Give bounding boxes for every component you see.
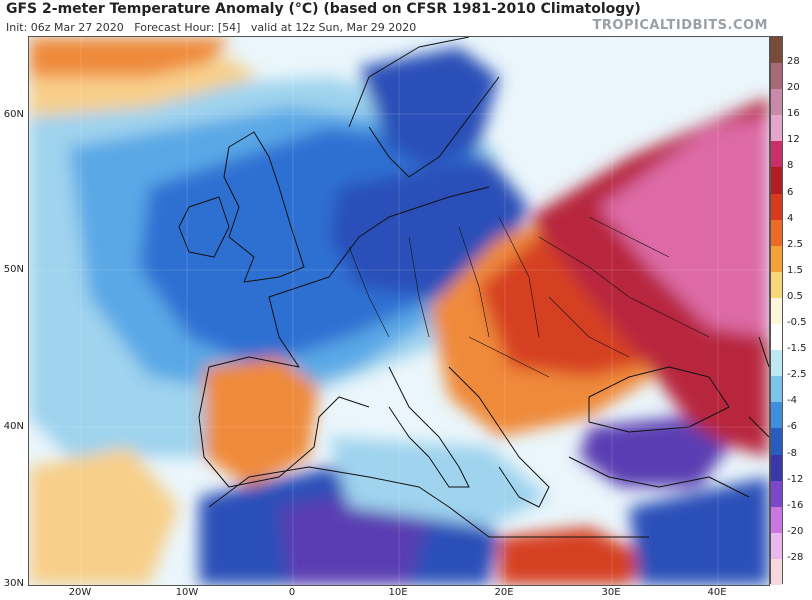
colorbar-label: 6	[787, 186, 794, 198]
coastline-turkey	[568, 456, 750, 498]
lon-tick-0: 0	[288, 587, 296, 598]
anomaly-warm-region-iberia	[204, 357, 319, 487]
colorbar-label: -20	[787, 525, 804, 537]
lat-tick-30n: 30N	[3, 578, 24, 589]
colorbar-segment	[771, 193, 782, 220]
colorbar-segment	[771, 245, 782, 272]
colorbar-label: -4	[787, 395, 797, 407]
coastline-ireland	[178, 196, 230, 258]
lon-tick-20e: 20E	[494, 587, 514, 598]
source-brand: TROPICALTIDBITS.COM	[592, 18, 768, 33]
colorbar-label: 0.5	[787, 290, 803, 302]
colorbar-label: -1.5	[787, 343, 807, 355]
colorbar-segment	[771, 480, 782, 507]
colorbar-segment	[771, 532, 782, 559]
colorbar-segment	[771, 219, 782, 246]
colorbar-segment	[771, 167, 782, 194]
colorbar-label: 16	[787, 108, 800, 120]
anomaly-cold-region-turkey	[579, 417, 729, 487]
coastline-iberia	[198, 296, 370, 488]
colorbar-segment	[771, 37, 782, 64]
anomaly-cold-region-scandinavia	[359, 47, 499, 167]
lat-tick-50n: 50N	[3, 264, 24, 275]
lat-tick-60n: 60N	[3, 109, 24, 120]
colorbar-label: 28	[787, 56, 800, 68]
colorbar	[770, 36, 783, 585]
colorbar-label: -16	[787, 499, 804, 511]
colorbar-segment	[771, 376, 782, 403]
coastline-balkans	[448, 366, 550, 508]
colorbar-segment	[771, 297, 782, 325]
colorbar-segment	[771, 454, 782, 481]
anomaly-warm-region-libya	[499, 527, 649, 585]
colorbar-segment	[771, 428, 782, 455]
colorbar-segment	[771, 115, 782, 142]
colorbar-segment	[771, 141, 782, 168]
coastline-north-africa	[208, 466, 649, 538]
colorbar-label: -0.5	[787, 317, 807, 329]
colorbar-label: 2.5	[787, 238, 803, 250]
lon-tick-10e: 10E	[388, 587, 408, 598]
coastline-italy	[388, 366, 470, 488]
colorbar-segment	[771, 271, 782, 298]
lon-tick-20w: 20W	[68, 587, 92, 598]
map-subtitle: Init: 06z Mar 27 2020 Forecast Hour: [54…	[6, 21, 417, 34]
map-title: GFS 2-meter Temperature Anomaly (°C) (ba…	[6, 1, 641, 17]
coastlines-and-borders	[178, 37, 769, 538]
anomaly-cool-light-region-mediterranean	[329, 437, 549, 527]
colorbar-label: 12	[787, 134, 800, 146]
colorbar-label: 8	[787, 160, 794, 172]
map-canvas	[29, 37, 769, 585]
coastline-western-europe	[268, 186, 490, 298]
colorbar-label: -12	[787, 473, 804, 485]
country-borders	[348, 216, 710, 378]
lon-tick-40e: 40E	[707, 587, 727, 598]
colorbar-label: -2.5	[787, 369, 807, 381]
lon-tick-10w: 10W	[175, 587, 199, 598]
anomaly-extreme-region-russia	[599, 117, 769, 337]
colorbar-segment	[771, 402, 782, 429]
anomaly-warm-light-region-atlantic	[29, 447, 179, 585]
temperature-anomaly-map	[28, 36, 770, 586]
colorbar-label: -28	[787, 551, 804, 563]
colorbar-label: 1.5	[787, 264, 803, 276]
anomaly-cold-region-middle-east	[629, 477, 769, 585]
coastline-scandinavia	[348, 37, 500, 178]
colorbar-segment	[771, 324, 782, 351]
colorbar-segment	[771, 506, 782, 533]
colorbar-segment	[771, 558, 782, 585]
coastline-caspian	[748, 336, 769, 438]
lat-tick-40n: 40N	[3, 421, 24, 432]
coastline-black-sea	[588, 366, 730, 433]
colorbar-segment	[771, 63, 782, 90]
colorbar-label: -6	[787, 421, 797, 433]
colorbar-label: -8	[787, 447, 797, 459]
colorbar-label: 20	[787, 82, 800, 94]
lon-tick-30e: 30E	[601, 587, 621, 598]
colorbar-segment	[771, 350, 782, 377]
colorbar-segment	[771, 89, 782, 116]
coastline-great-britain	[223, 131, 305, 283]
anomaly-warm-light-region-arctic	[29, 57, 259, 117]
graticule	[29, 37, 769, 585]
colorbar-label: 4	[787, 212, 794, 224]
anomaly-warm-region-arctic	[29, 37, 229, 87]
